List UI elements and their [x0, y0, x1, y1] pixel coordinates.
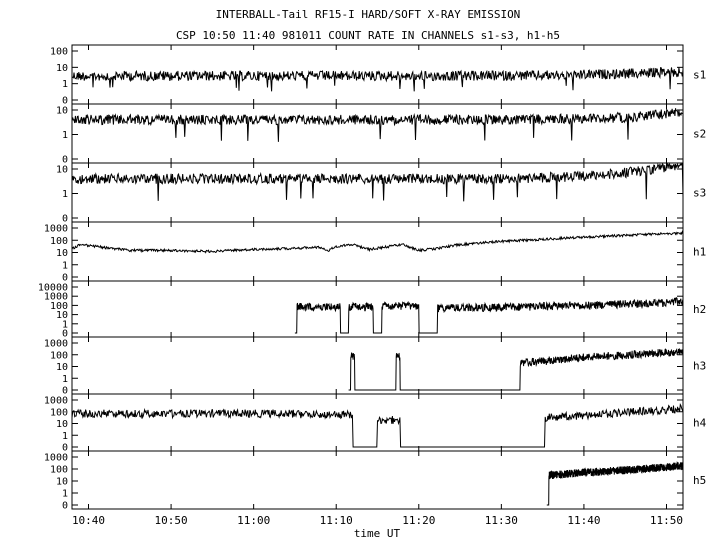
- x-tick-label: 11:50: [650, 514, 683, 527]
- y-tick-label: 10: [56, 419, 68, 430]
- y-tick-label: 0: [62, 329, 68, 340]
- x-tick-label: 10:40: [72, 514, 105, 527]
- series-trace-h3: [348, 347, 684, 391]
- y-tick-label: 1: [62, 189, 68, 200]
- y-tick-label: 0: [62, 443, 68, 454]
- y-tick-label: 1: [62, 260, 68, 271]
- y-tick-label: 10: [56, 63, 68, 74]
- panels-group: 1001010s11010s21010s310001001010h1100001…: [38, 44, 707, 512]
- y-tick-label: 1000: [44, 396, 68, 407]
- y-tick-label: 10: [56, 362, 68, 373]
- y-tick-label: 1000: [44, 339, 68, 350]
- panel-label-h2: h2: [693, 303, 706, 316]
- y-tick-label: 100: [50, 350, 68, 361]
- series-trace-s3: [71, 162, 684, 202]
- chart-subtitle: CSP 10:50 11:40 981011 COUNT RATE IN CHA…: [176, 29, 560, 42]
- x-tick-label: 11:10: [320, 514, 353, 527]
- panel-label-s2: s2: [693, 128, 706, 141]
- x-axis: 10:40 10:50 11:00 11:10 11:20 11:30 11:40 11:50: [72, 514, 683, 527]
- panel-label-h1: h1: [693, 246, 706, 259]
- y-tick-label: 0: [62, 501, 68, 512]
- panel-label-h5: h5: [693, 474, 706, 487]
- y-tick-label: 1000: [44, 224, 68, 235]
- series-trace-s1: [71, 67, 684, 92]
- y-tick-label: 1: [62, 374, 68, 385]
- series-trace-h5: [546, 461, 684, 506]
- x-tick-label: 10:50: [155, 514, 188, 527]
- chart-title: INTERBALL-Tail RF15-I HARD/SOFT X-RAY EM…: [216, 8, 521, 21]
- y-tick-label: 0: [62, 273, 68, 284]
- y-tick-label: 1000: [44, 453, 68, 464]
- y-tick-label: 10: [56, 165, 68, 176]
- y-tick-label: 100: [50, 301, 68, 312]
- y-tick-label: 1: [62, 489, 68, 500]
- series-trace-h1: [71, 230, 684, 254]
- y-tick-label: 1000: [44, 292, 68, 303]
- x-tick-label: 11:00: [237, 514, 270, 527]
- y-tick-label: 1: [62, 130, 68, 141]
- y-tick-label: 100: [50, 236, 68, 247]
- y-tick-label: 100: [50, 407, 68, 418]
- y-tick-label: 0: [62, 96, 68, 107]
- panel-label-h3: h3: [693, 360, 706, 373]
- panel-frame: [71, 162, 684, 223]
- panel-frame: [71, 450, 684, 510]
- y-tick-label: 10: [56, 310, 68, 321]
- y-tick-label: 10: [56, 248, 68, 259]
- x-axis-label: time UT: [354, 527, 401, 540]
- y-tick-label: 100: [50, 47, 68, 58]
- y-tick-label: 10: [56, 106, 68, 117]
- panel-label-s3: s3: [693, 187, 706, 200]
- series-trace-h4: [71, 403, 684, 448]
- y-tick-label: 100: [50, 465, 68, 476]
- y-tick-label: 10: [56, 477, 68, 488]
- y-tick-label: 10000: [38, 283, 68, 294]
- panel-label-s1: s1: [693, 69, 706, 82]
- x-tick-label: 11:30: [485, 514, 518, 527]
- panel-frame: [71, 103, 684, 164]
- y-tick-label: 0: [62, 214, 68, 225]
- y-tick-label: 0: [62, 386, 68, 397]
- x-tick-label: 11:20: [402, 514, 435, 527]
- series-trace-h2: [294, 297, 684, 334]
- series-trace-s2: [71, 108, 684, 142]
- y-tick-label: 1: [62, 431, 68, 442]
- y-tick-label: 0: [62, 155, 68, 166]
- y-tick-label: 1: [62, 79, 68, 90]
- x-tick-label: 11:40: [567, 514, 600, 527]
- panel-label-h4: h4: [693, 417, 707, 430]
- panel-frame: [71, 336, 684, 395]
- y-tick-label: 1: [62, 319, 68, 330]
